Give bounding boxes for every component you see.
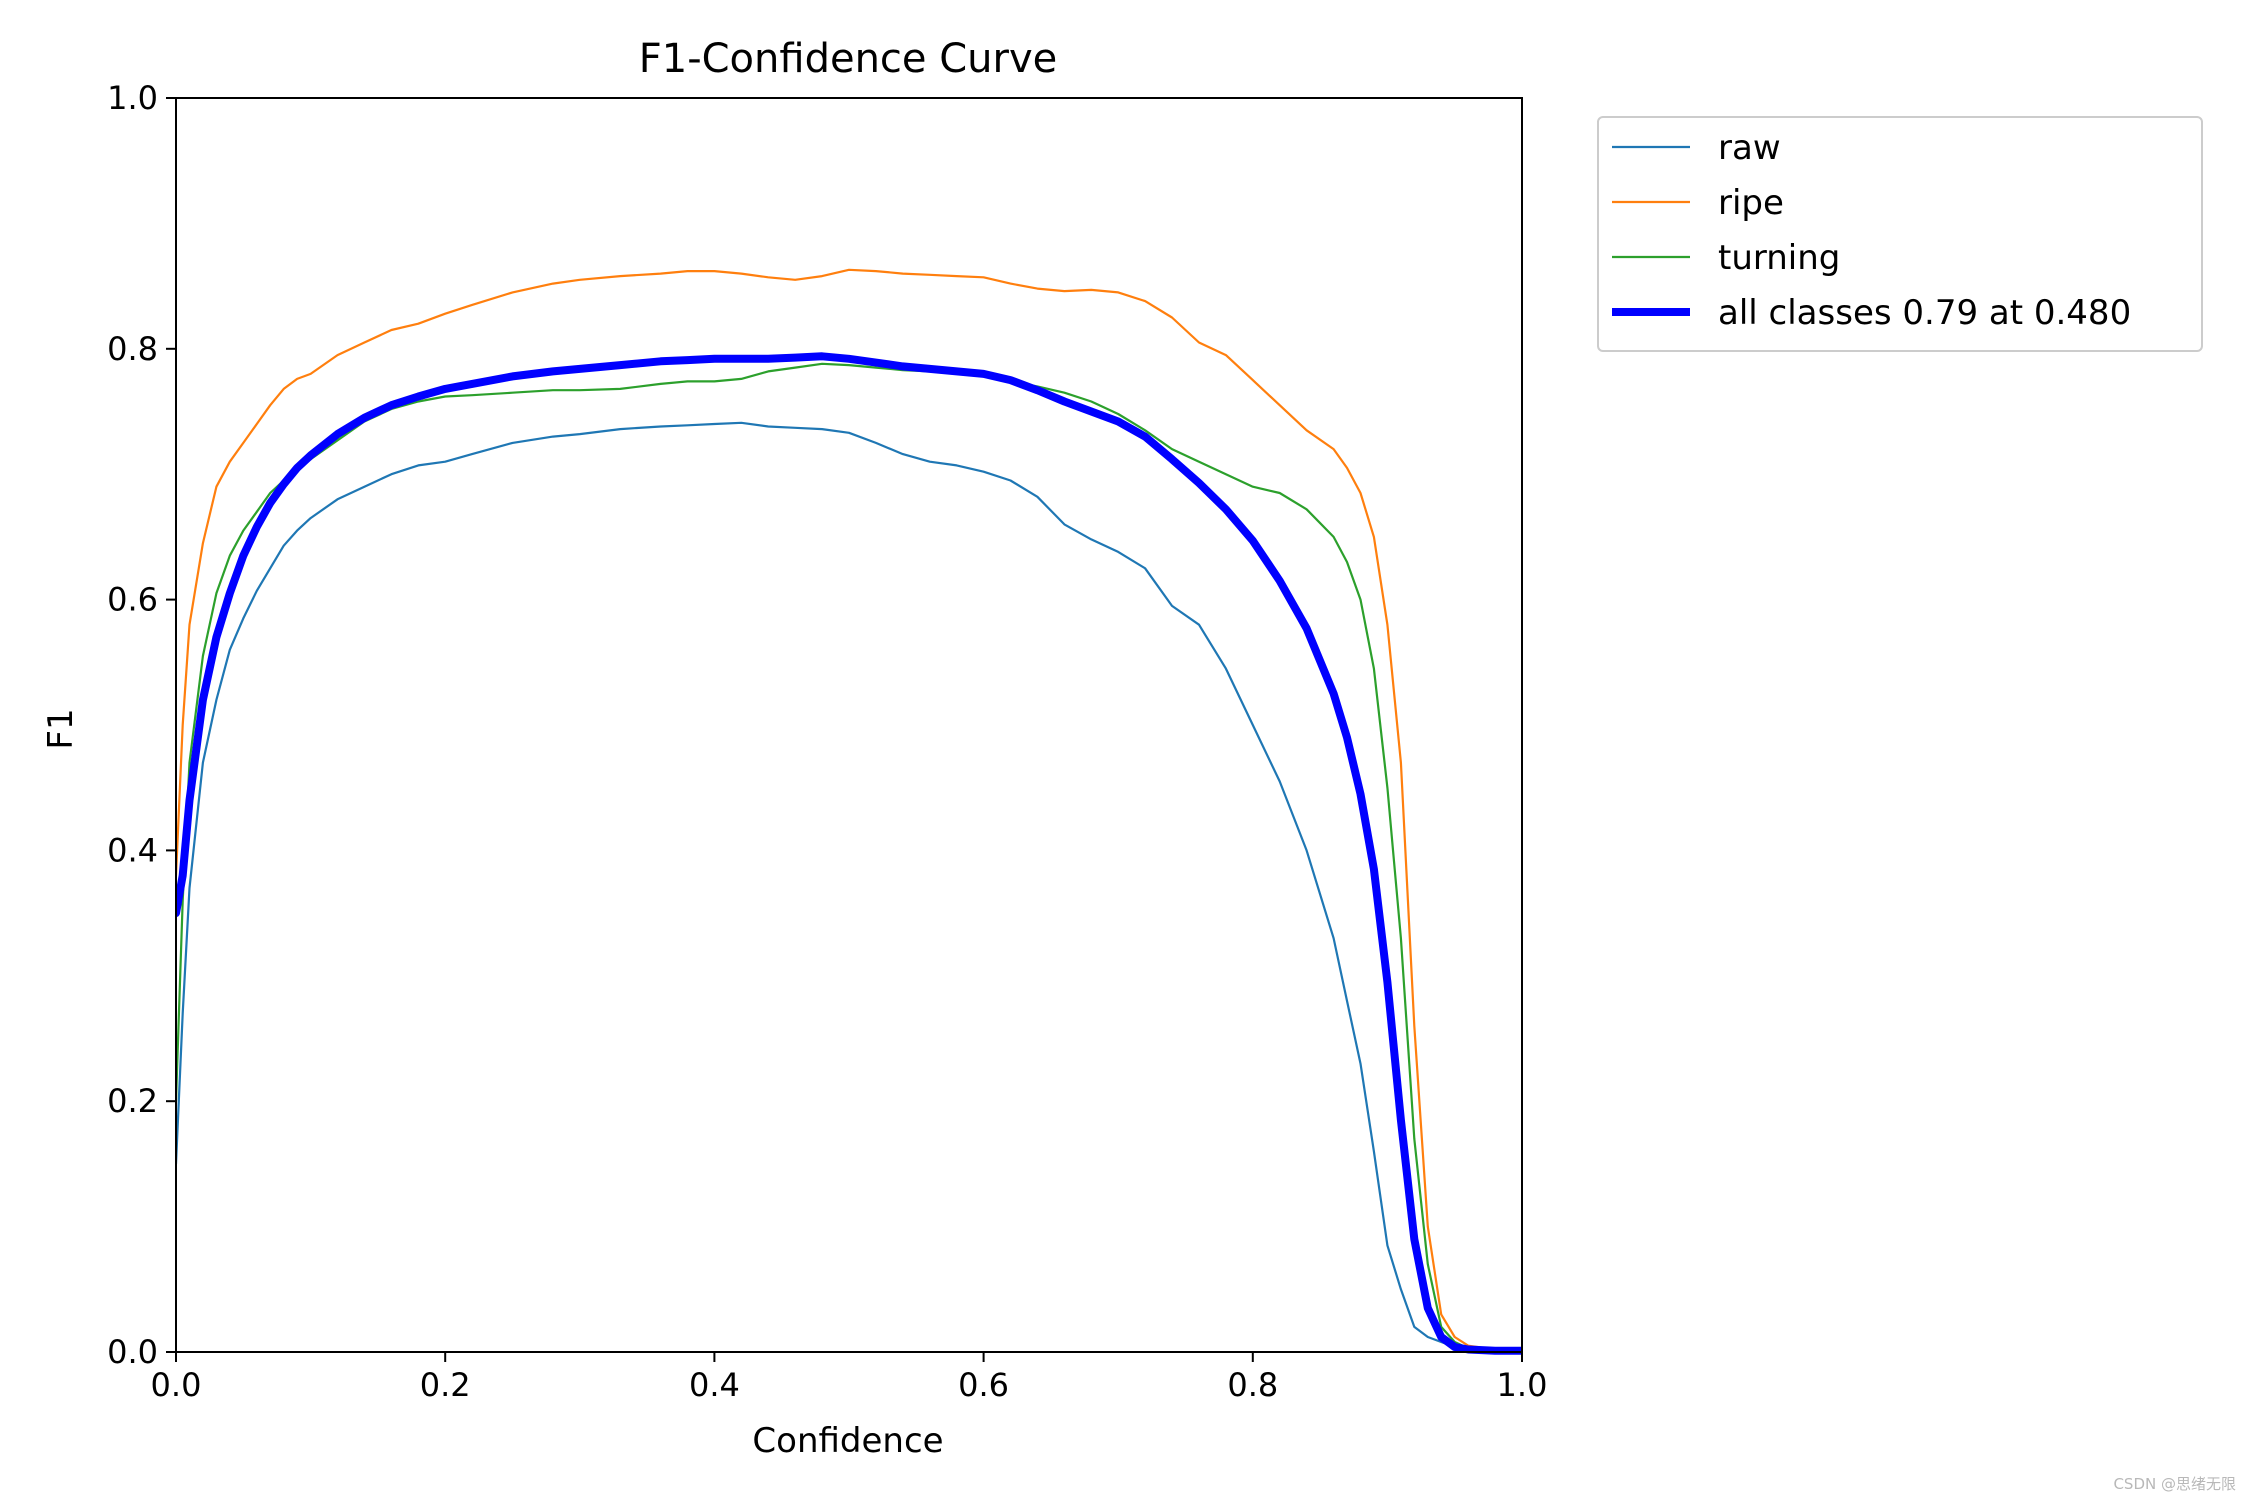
watermark: CSDN @思绪无限 (2113, 1475, 2236, 1493)
plot-area (175, 97, 1523, 1355)
x-tick-label: 0.0 (151, 1366, 202, 1404)
x-tick-label: 1.0 (1497, 1366, 1548, 1404)
legend-label: turning (1718, 238, 1840, 278)
legend: raw ripe turning all classes 0.79 at 0.480 (1597, 116, 2203, 352)
x-axis: 0.0 0.2 0.4 0.6 0.8 1.0 (151, 1352, 1548, 1404)
series-line-4 (176, 352, 1522, 1355)
series-line-2 (176, 268, 1522, 1352)
x-tick-label: 0.6 (958, 1366, 1009, 1404)
x-axis-label: Confidence (752, 1421, 943, 1461)
y-tick-label: 0.4 (107, 831, 158, 869)
series-line-3 (176, 362, 1522, 1352)
legend-label: raw (1718, 128, 1781, 168)
chart-title: F1-Confidence Curve (639, 36, 1058, 82)
legend-box (1597, 116, 2203, 352)
x-tick-label: 0.8 (1227, 1366, 1278, 1404)
y-tick-label: 0.0 (107, 1333, 158, 1371)
series-line-1 (176, 421, 1522, 1352)
legend-label: ripe (1718, 183, 1784, 223)
y-tick-label: 1.0 (107, 79, 158, 117)
x-tick-label: 0.2 (420, 1366, 471, 1404)
x-tick-label: 0.4 (689, 1366, 740, 1404)
y-tick-label: 0.2 (107, 1082, 158, 1120)
y-axis-label: F1 (41, 708, 81, 749)
legend-label: all classes 0.79 at 0.480 (1718, 293, 2131, 333)
y-tick-label: 0.8 (107, 330, 158, 368)
plot-frame (175, 97, 1523, 1353)
y-tick-label: 0.6 (107, 581, 158, 619)
y-axis: 0.0 0.2 0.4 0.6 0.8 1.0 (107, 79, 176, 1371)
